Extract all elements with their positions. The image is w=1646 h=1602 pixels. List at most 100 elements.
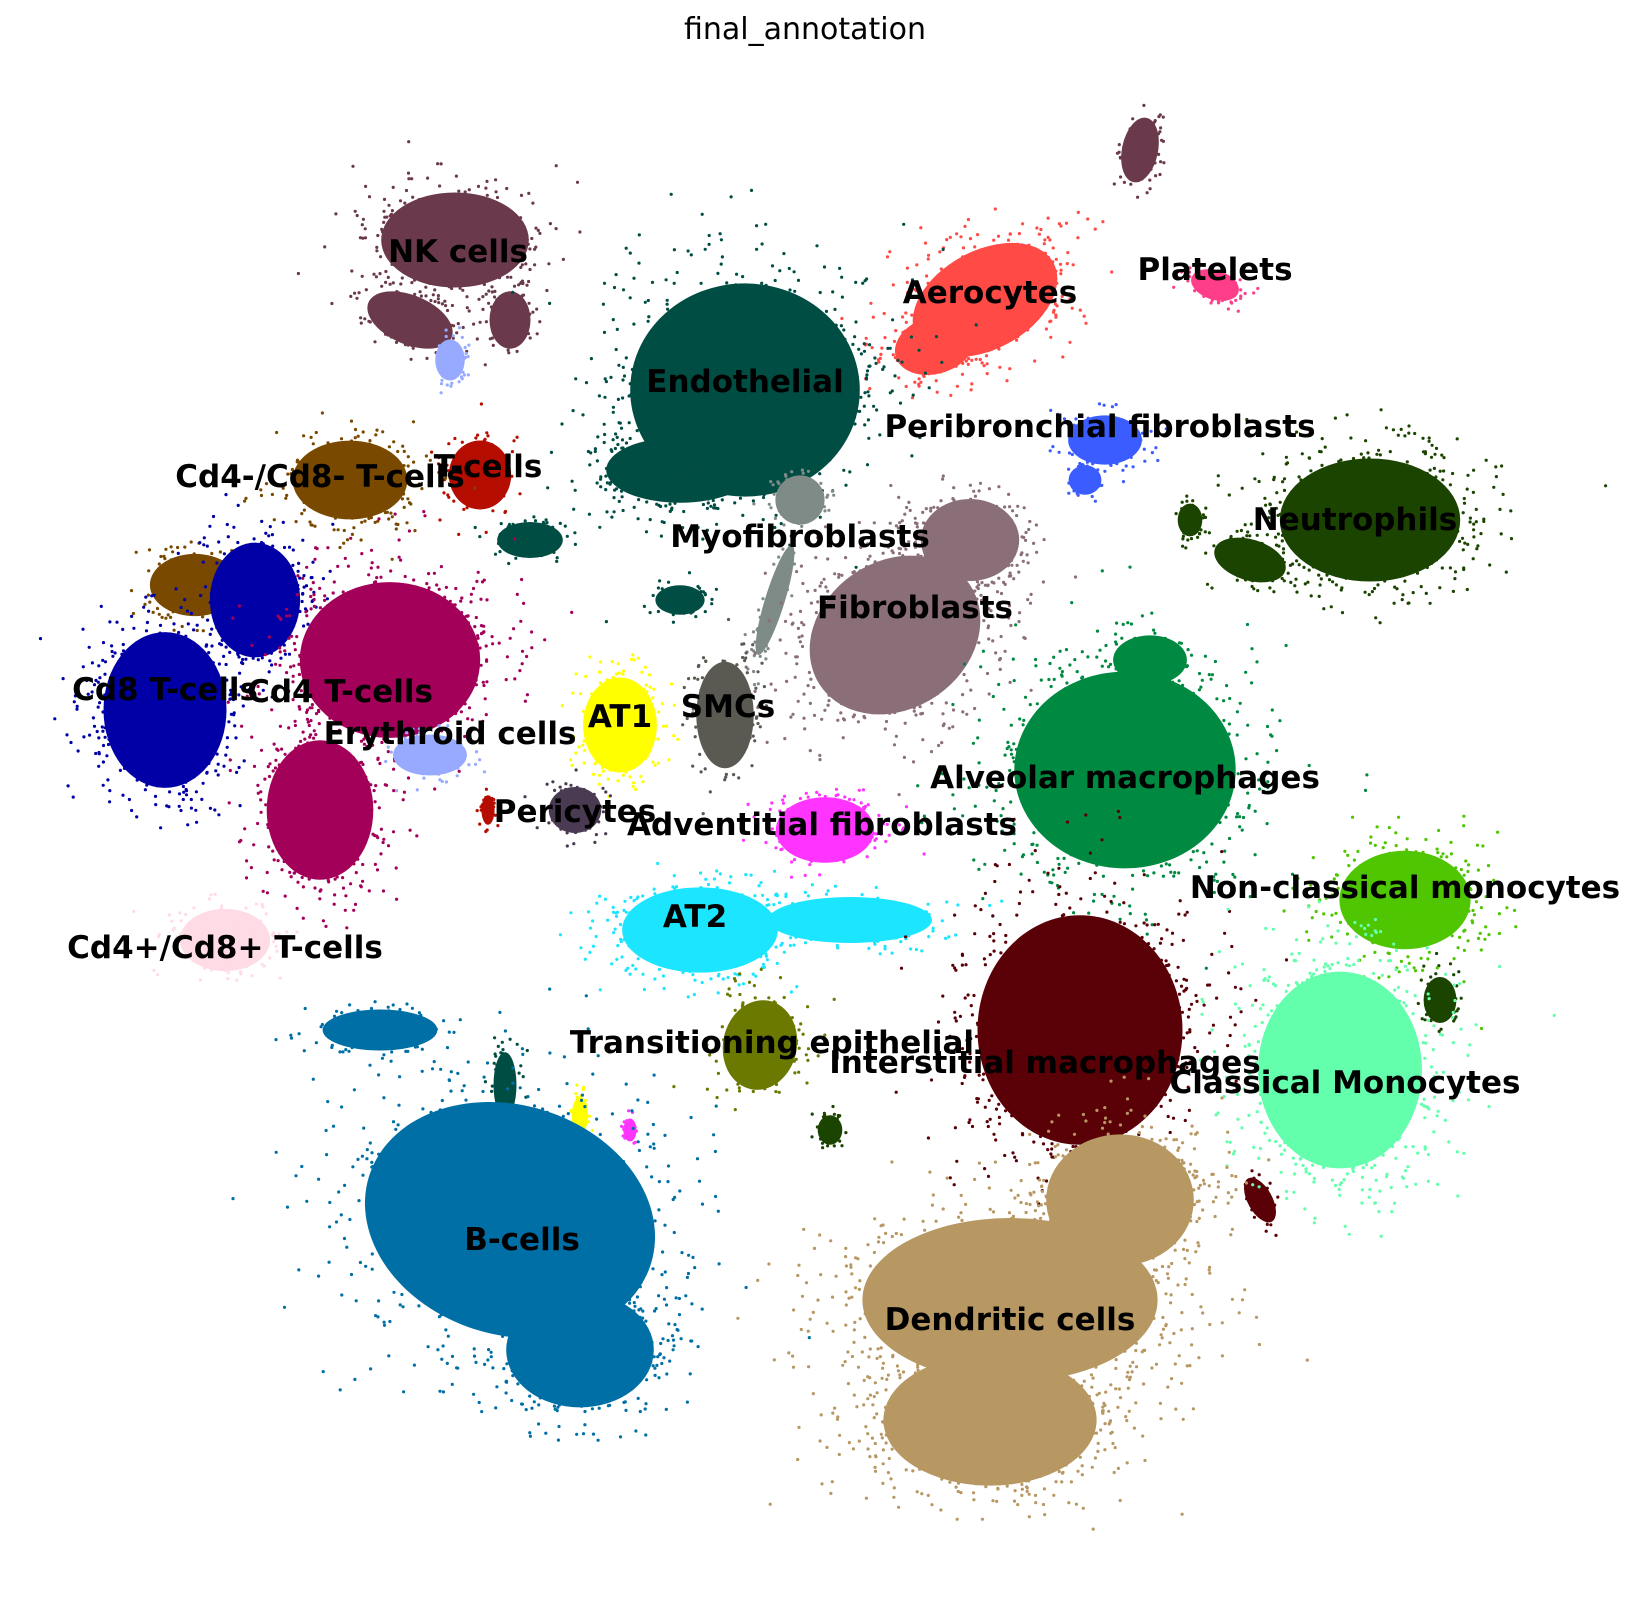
scatter-point — [712, 472, 717, 477]
scatter-point — [852, 415, 857, 419]
scatter-point — [436, 297, 440, 301]
scatter-point — [940, 321, 944, 325]
scatter-point — [518, 547, 522, 552]
scatter-point — [768, 422, 773, 426]
scatter-point — [1331, 580, 1335, 584]
scatter-point — [555, 556, 559, 560]
scatter-point — [1365, 568, 1369, 572]
scatter-point — [1335, 556, 1339, 561]
scatter-point — [736, 490, 741, 494]
scatter-point — [342, 528, 346, 533]
scatter-point — [1007, 316, 1012, 320]
scatter-point — [525, 238, 529, 242]
scatter-point — [1427, 436, 1431, 440]
scatter-point — [928, 339, 932, 343]
scatter-point — [387, 445, 391, 449]
scatter-point — [1455, 437, 1459, 441]
scatter-point — [481, 254, 485, 258]
scatter-point — [715, 451, 720, 455]
scatter-point — [505, 275, 510, 279]
scatter-point — [1359, 452, 1363, 456]
scatter-point — [512, 550, 516, 554]
scatter-point — [485, 193, 489, 197]
scatter-point — [1472, 535, 1476, 539]
scatter-point — [521, 1075, 525, 1079]
scatter-point — [747, 418, 752, 422]
scatter-point — [462, 246, 466, 250]
scatter-point — [1064, 221, 1069, 225]
scatter-point — [961, 358, 965, 362]
scatter-point — [1441, 496, 1445, 500]
scatter-point — [497, 1060, 501, 1064]
scatter-point — [476, 433, 480, 437]
scatter-point — [1428, 468, 1432, 472]
scatter-point — [336, 528, 340, 532]
scatter-point — [1319, 478, 1323, 482]
scatter-point — [1148, 164, 1152, 168]
scatter-point — [669, 339, 673, 343]
scatter-point — [473, 241, 477, 245]
scatter-point — [635, 491, 640, 495]
scatter-point — [669, 590, 673, 594]
scatter-point — [1435, 1001, 1439, 1005]
scatter-point — [1102, 403, 1106, 407]
scatter-point — [609, 481, 613, 485]
scatter-point — [523, 519, 527, 523]
scatter-point — [910, 356, 915, 360]
scatter-point — [426, 253, 430, 257]
scatter-point — [745, 477, 749, 482]
scatter-point — [481, 502, 485, 506]
scatter-point — [410, 281, 414, 285]
scatter-point — [1355, 572, 1360, 577]
scatter-point — [1313, 482, 1318, 486]
scatter-point — [714, 416, 718, 420]
scatter-point — [696, 492, 700, 496]
scatter-point — [834, 323, 838, 327]
scatter-point — [1234, 540, 1238, 544]
scatter-point — [1400, 463, 1404, 467]
scatter-point — [703, 247, 707, 251]
scatter-point — [810, 1112, 814, 1116]
scatter-point — [682, 611, 686, 615]
scatter-point — [1309, 594, 1313, 598]
scatter-point — [613, 446, 618, 451]
scatter-point — [467, 258, 471, 262]
scatter-point — [165, 580, 169, 584]
scatter-point — [1420, 474, 1424, 478]
scatter-point — [375, 245, 379, 249]
scatter-point — [1194, 514, 1198, 518]
scatter-point — [413, 296, 417, 300]
scatter-point — [905, 266, 910, 270]
scatter-point — [1262, 576, 1266, 580]
scatter-point — [656, 483, 661, 487]
scatter-point — [501, 219, 505, 223]
scatter-point — [1143, 118, 1147, 122]
scatter-point — [671, 433, 675, 437]
scatter-point — [703, 355, 707, 360]
scatter-point — [1068, 340, 1072, 344]
scatter-point — [1067, 467, 1071, 471]
scatter-point — [525, 283, 529, 287]
scatter-point — [1326, 539, 1330, 544]
scatter-point — [461, 325, 465, 330]
scatter-point — [711, 349, 715, 353]
scatter-point — [525, 1048, 529, 1053]
scatter-point — [1424, 998, 1428, 1003]
scatter-point — [495, 1063, 499, 1067]
scatter-point — [499, 1095, 503, 1099]
scatter-point — [443, 200, 447, 204]
scatter-point — [756, 411, 760, 415]
scatter-point — [1187, 528, 1192, 532]
scatter-point — [1192, 505, 1196, 509]
scatter-point — [363, 449, 367, 453]
scatter-point — [662, 460, 666, 464]
scatter-point — [1386, 488, 1390, 492]
scatter-point — [418, 290, 422, 294]
scatter-point — [719, 262, 723, 266]
scatter-point — [879, 352, 883, 356]
scatter-point — [1137, 168, 1141, 172]
scatter-point — [1297, 563, 1301, 567]
scatter-point — [701, 502, 706, 507]
scatter-point — [1151, 155, 1155, 159]
scatter-point — [519, 193, 524, 197]
